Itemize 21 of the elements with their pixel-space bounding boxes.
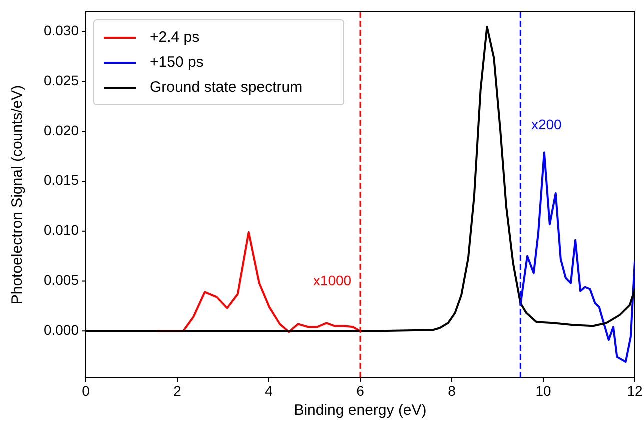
y-tick-label: 0.000: [44, 322, 80, 338]
y-tick-label: 0.020: [44, 122, 80, 138]
x-tick-label: 10: [536, 383, 552, 399]
x-tick-label: 2: [174, 383, 182, 399]
y-tick-label: 0.005: [44, 272, 80, 288]
x-tick-label: 12: [627, 383, 643, 399]
annotation: x1000: [313, 272, 352, 289]
y-axis-title: Photoelectron Signal (counts/eV): [9, 85, 26, 305]
x-tick-label: 4: [265, 383, 274, 399]
legend-label: +2.4 ps: [150, 28, 200, 46]
x-tick-label: 0: [82, 383, 90, 399]
y-tick-label: 0.015: [44, 172, 80, 188]
y-tick-label: 0.025: [44, 72, 80, 89]
x-tick-label: 6: [356, 383, 365, 399]
x-tick-label: 8: [448, 383, 456, 399]
x-axis-title: Binding energy (eV): [294, 402, 427, 419]
legend-label: +150 ps: [150, 54, 204, 71]
annotation: x200: [531, 116, 562, 133]
legend-label: Ground state spectrum: [150, 78, 303, 96]
y-tick-label: 0.030: [44, 22, 80, 39]
y-tick-label: 0.010: [44, 222, 80, 238]
